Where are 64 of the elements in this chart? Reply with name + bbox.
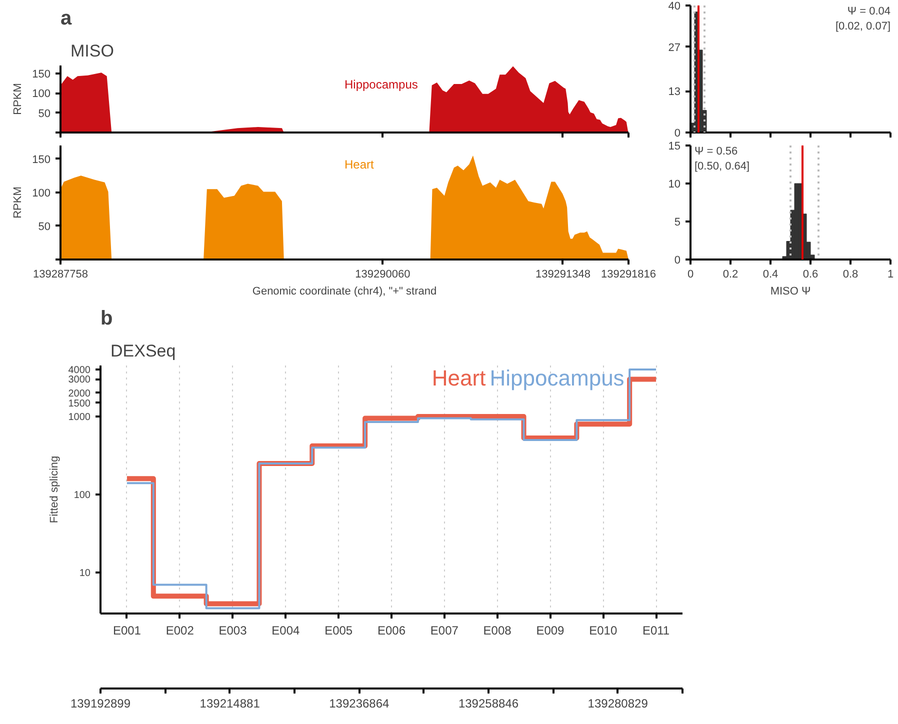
y-tick-label: 50 [38, 220, 51, 233]
text: b [100, 308, 113, 330]
x-tick-label: E011 [642, 624, 670, 638]
x-tick-label: 139291348 [535, 268, 591, 280]
x-tick-label: E006 [377, 624, 406, 638]
x-tick-label: 139290060 [355, 268, 410, 280]
chart-title: DEXSeq [110, 342, 176, 360]
y-tick-label: 27 [668, 42, 681, 54]
y-tick-label: 10 [79, 568, 91, 580]
x-tick-label: 1 [887, 268, 894, 280]
text: 139258846 [458, 696, 519, 710]
annotation: Ψ = 0.56 [694, 146, 738, 158]
y-tick-label: 1500 [68, 398, 91, 410]
series-label: Hippocampus [344, 78, 418, 92]
y-tick-label: 1000 [68, 412, 91, 424]
chart-title: MISO [70, 42, 114, 60]
x-tick-label: 139291816 [600, 268, 656, 280]
y-tick-label: 3000 [68, 374, 91, 386]
x-tick-label: 0.2 [722, 268, 738, 280]
text: 139214881 [200, 696, 260, 710]
text: Heart [344, 158, 375, 172]
x-tick-label: E007 [430, 624, 459, 638]
y-axis-title: Fitted splicing [48, 456, 60, 524]
y-tick-label: 15 [668, 140, 681, 152]
y-tick-label: 100 [32, 88, 51, 100]
text: 139236864 [329, 696, 390, 710]
annotation: Ψ = 0.04 [847, 6, 891, 18]
y-axis-title: RPKM [12, 83, 24, 115]
text: 139192899 [70, 696, 131, 710]
y-tick-label: 40 [668, 0, 681, 12]
y-tick-label: 0 [674, 128, 681, 140]
y-tick-label: 10 [668, 178, 681, 190]
series-label: Hippocampus [490, 366, 624, 390]
x-tick-label: 139287758 [32, 268, 88, 280]
y-tick-label: 4000 [68, 364, 91, 376]
x-tick-label: E010 [589, 624, 618, 638]
x-tick-label: E002 [166, 624, 194, 638]
text: a [60, 8, 72, 30]
y-tick-label: 2000 [68, 388, 91, 400]
annotation: [0.50, 0.64] [694, 160, 750, 172]
x-tick-label: E005 [324, 624, 353, 638]
x-tick-label: E001 [112, 624, 142, 638]
x-tick-label: 0.8 [842, 268, 858, 280]
y-tick-label: 100 [74, 490, 91, 502]
x-tick-label: E009 [536, 624, 565, 638]
x-axis-title: MISO Ψ [770, 286, 811, 298]
y-axis-title: RPKM [12, 186, 24, 218]
y-tick-label: 50 [38, 108, 51, 120]
x-tick-label: 0.4 [762, 268, 778, 280]
y-tick-label: 13 [668, 86, 681, 98]
x-tick-label: E004 [272, 624, 300, 638]
y-tick-label: 100 [32, 187, 51, 200]
x-axis-title: Genomic coordinate (chr4), "+" strand [252, 286, 437, 298]
x-tick-label: E003 [218, 624, 248, 638]
annotation: [0.02, 0.07] [835, 20, 891, 32]
text: 139280829 [588, 696, 648, 710]
y-tick-label: 5 [674, 216, 681, 228]
x-tick-label: 0 [687, 268, 694, 280]
x-tick-label: 0.6 [802, 268, 818, 280]
y-tick-label: 150 [32, 154, 51, 166]
y-tick-label: 150 [32, 68, 51, 80]
y-tick-label: 0 [674, 254, 681, 266]
series-label: Heart [432, 366, 486, 390]
x-tick-label: E008 [483, 624, 512, 638]
